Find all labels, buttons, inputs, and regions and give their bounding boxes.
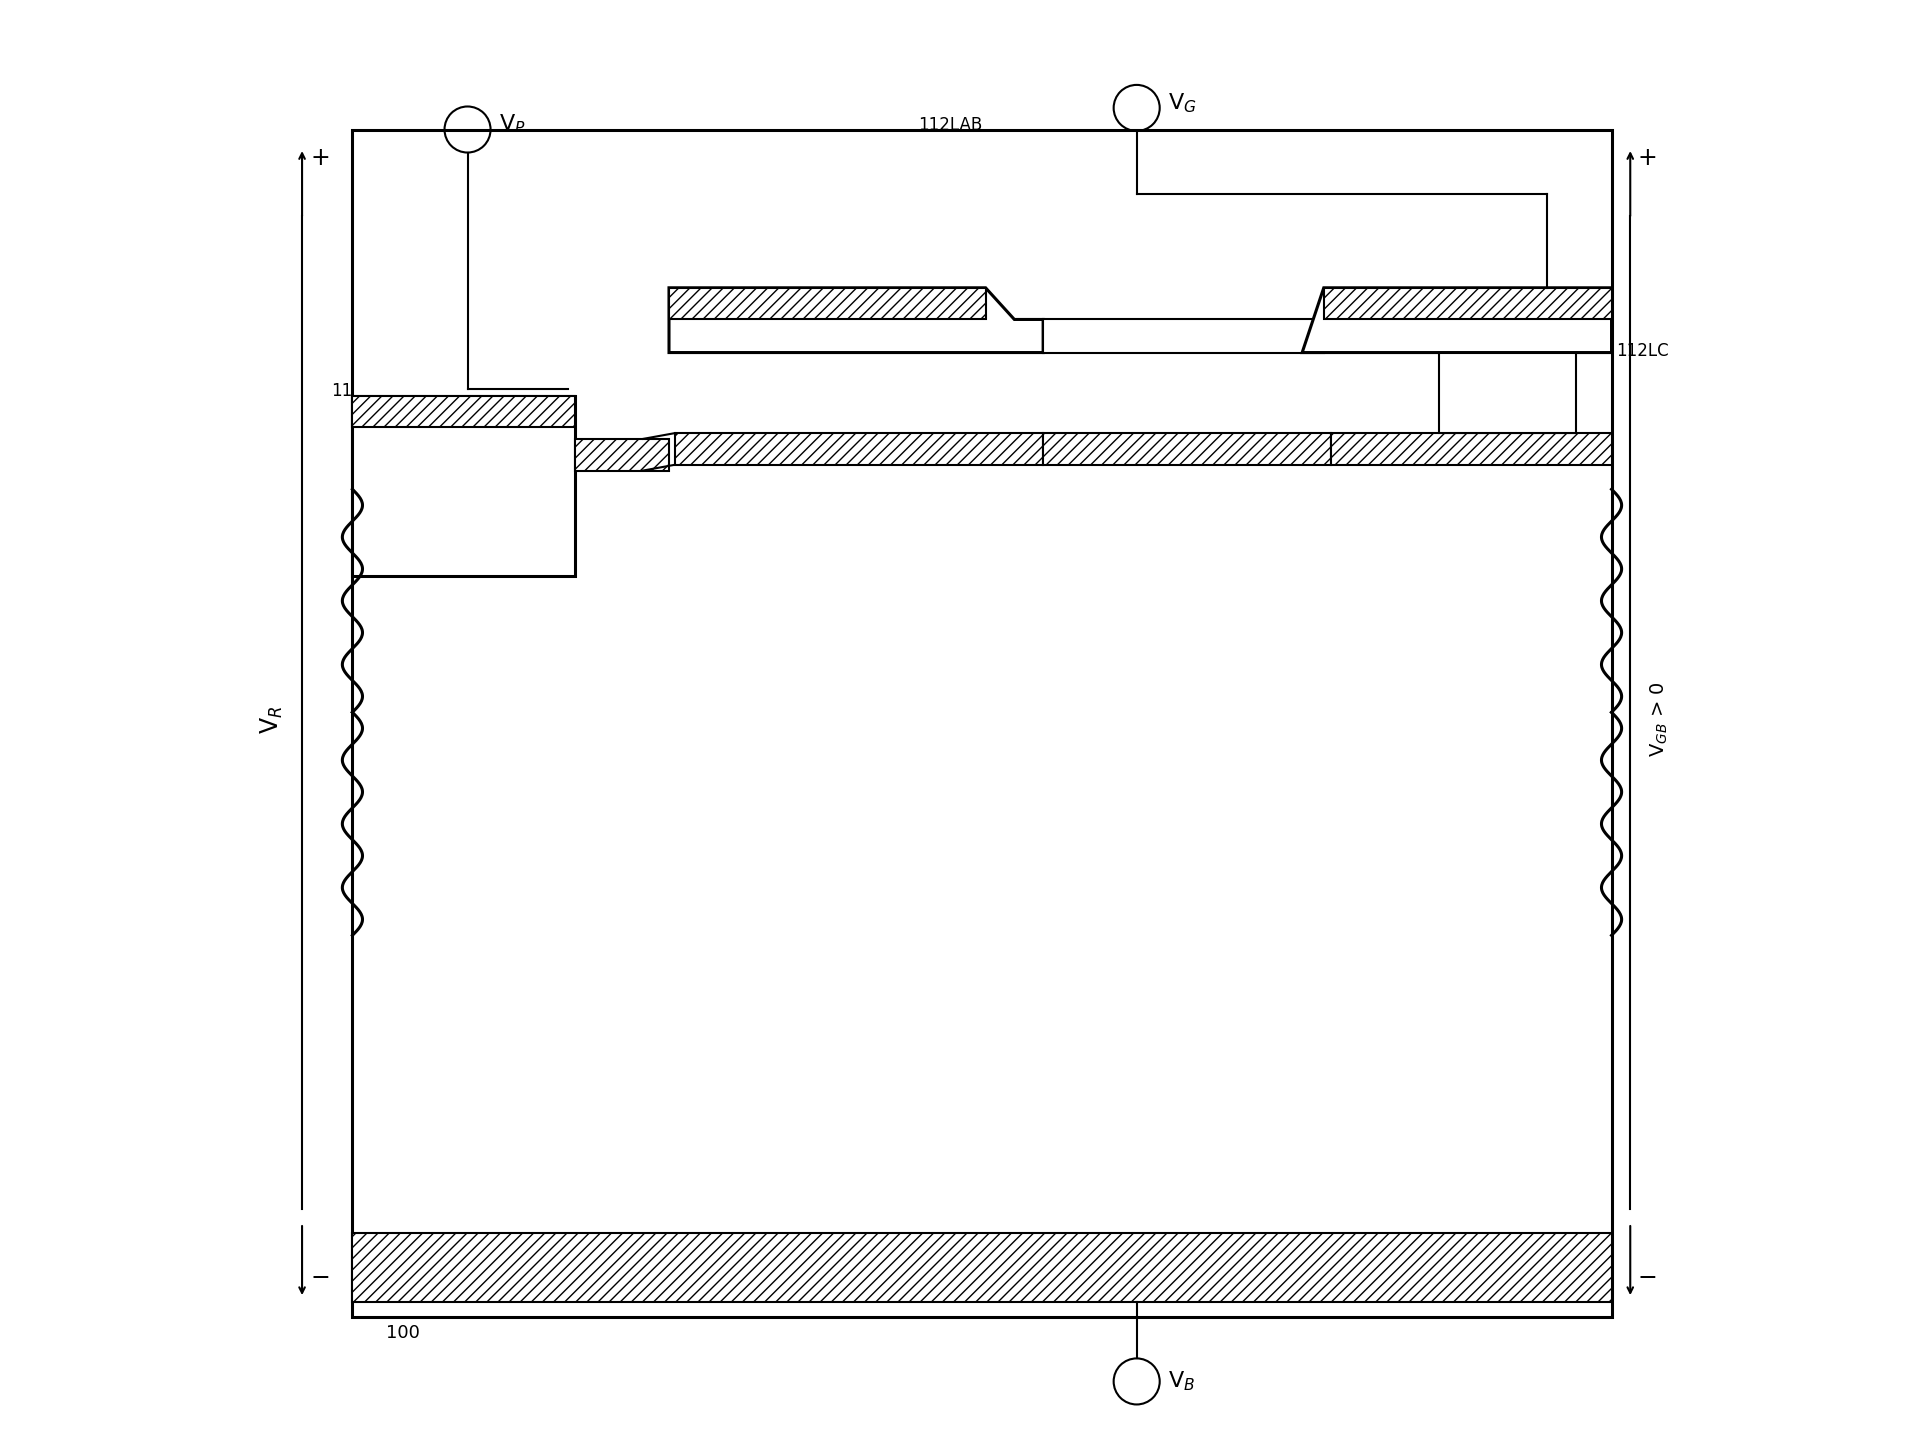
- Text: 100: 100: [386, 1324, 420, 1341]
- Text: 192: 192: [1165, 308, 1197, 325]
- Text: t$_{GDC}$: t$_{GDC}$: [1342, 594, 1379, 614]
- Text: 104: 104: [386, 696, 420, 714]
- Text: 131C: 131C: [1438, 1207, 1483, 1225]
- Bar: [353, 130, 1612, 1317]
- Text: 131: 131: [1136, 684, 1174, 704]
- Bar: [1043, 433, 1330, 465]
- Text: 131A: 131A: [819, 1207, 864, 1225]
- Text: 131B: 131B: [1105, 1207, 1149, 1225]
- Text: V$_B$: V$_B$: [1168, 1370, 1195, 1393]
- Bar: [1330, 433, 1612, 465]
- Bar: [1438, 353, 1575, 433]
- Text: V$_{GB}$ > 0: V$_{GB}$ > 0: [1648, 682, 1670, 757]
- Text: +: +: [1637, 147, 1658, 170]
- Text: n++: n++: [817, 314, 866, 334]
- Text: 110A: 110A: [679, 505, 723, 522]
- Text: 116: 116: [388, 1193, 422, 1210]
- Text: 110B: 110B: [1134, 484, 1176, 501]
- Bar: [353, 396, 575, 576]
- Text: V$_R$: V$_R$: [258, 705, 285, 734]
- Polygon shape: [669, 288, 1043, 353]
- Text: 106: 106: [1147, 498, 1178, 515]
- Text: V$_P$: V$_P$: [499, 112, 526, 135]
- Text: 110C: 110C: [1342, 505, 1384, 522]
- Text: t$_{GDA}$: t$_{GDA}$: [790, 616, 827, 636]
- Text: n++: n++: [376, 494, 424, 514]
- Text: p++: p++: [1485, 314, 1533, 334]
- Text: −: −: [1637, 1266, 1658, 1289]
- Text: 130A: 130A: [810, 502, 854, 519]
- Text: 130B: 130B: [1062, 481, 1105, 498]
- Text: t$_{GDB}$: t$_{GDB}$: [1058, 561, 1093, 581]
- Bar: [353, 396, 575, 427]
- Text: p: p: [1122, 859, 1138, 882]
- Bar: [575, 439, 669, 471]
- Bar: [669, 288, 985, 319]
- Text: 112LC: 112LC: [1616, 342, 1668, 360]
- Text: 130C: 130C: [1292, 488, 1336, 505]
- Bar: [1325, 288, 1612, 319]
- Text: −: −: [310, 1266, 330, 1289]
- Text: V$_G$: V$_G$: [1168, 92, 1197, 115]
- Text: 130: 130: [621, 577, 652, 594]
- Text: 102: 102: [445, 581, 480, 599]
- Text: 112L: 112L: [688, 200, 729, 217]
- Polygon shape: [1301, 288, 1612, 353]
- Bar: [353, 1233, 1612, 1302]
- Text: 114: 114: [332, 383, 362, 400]
- Text: 112: 112: [763, 140, 794, 157]
- Text: +: +: [310, 147, 330, 170]
- Text: 108: 108: [1149, 1248, 1180, 1265]
- Bar: [675, 433, 1043, 465]
- Text: 112U: 112U: [688, 168, 733, 186]
- Text: 110: 110: [1342, 311, 1375, 328]
- Bar: [1043, 319, 1325, 353]
- Text: 112LAB: 112LAB: [918, 117, 981, 134]
